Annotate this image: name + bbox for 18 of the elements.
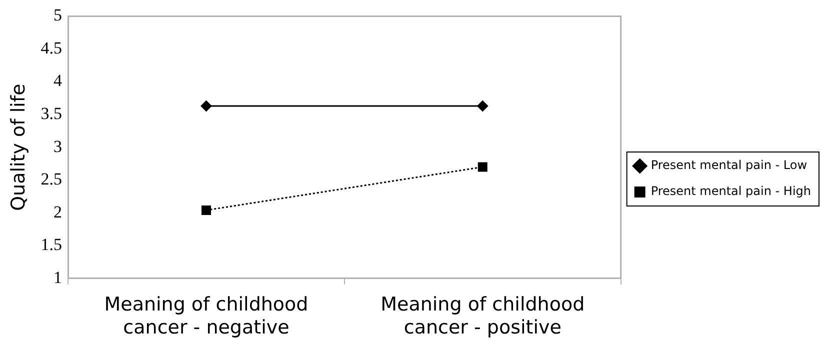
legend-label: Present mental pain - Low	[650, 158, 808, 172]
y-tick-label: 1.5	[40, 235, 62, 254]
y-tick-label: 2.5	[40, 170, 62, 189]
legend-label: Present mental pain - High	[650, 184, 811, 198]
y-axis-title: Quality of life	[7, 84, 30, 211]
point	[478, 162, 488, 172]
point	[477, 100, 488, 112]
y-tick-label: 5	[54, 6, 62, 25]
y-tick-label: 4.5	[40, 38, 62, 58]
x-tick-label: Meaning of childhood cancer - negative	[104, 294, 308, 339]
y-tick-label: 3.5	[40, 104, 62, 123]
y-tick-label: 1	[54, 268, 62, 287]
y-tick-label: 3	[54, 136, 62, 156]
point	[202, 205, 211, 215]
point	[200, 100, 212, 112]
y-tick-label: 2	[54, 202, 62, 222]
y-tick-label: 4	[54, 71, 63, 90]
x-tick-label: Meaning of childhood cancer - positive	[380, 294, 585, 339]
